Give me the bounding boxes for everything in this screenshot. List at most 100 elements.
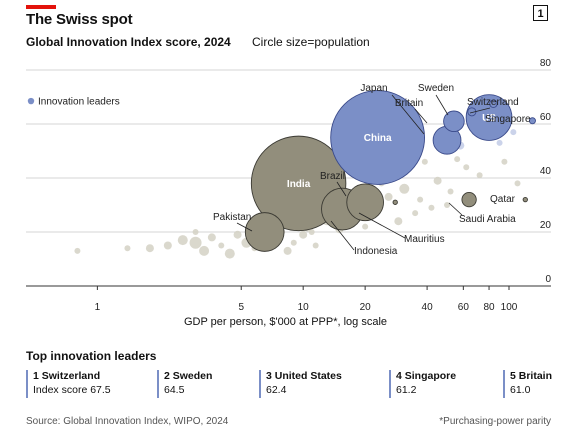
background-bubble bbox=[207, 233, 216, 242]
y-tick-label: 0 bbox=[545, 274, 551, 285]
background-bubble bbox=[447, 188, 454, 195]
x-tick-label: 20 bbox=[360, 302, 372, 313]
leader-item: 1 Switzerland Index score 67.5 bbox=[26, 370, 111, 398]
footnote: *Purchasing-power parity bbox=[439, 416, 551, 427]
label-leader-line bbox=[469, 107, 491, 114]
background-bubble bbox=[399, 183, 410, 194]
leader-rank-name: 3 United States bbox=[266, 370, 342, 382]
background-bubble bbox=[124, 245, 131, 252]
leader-score: 61.2 bbox=[396, 384, 417, 396]
country-label-switzerland: Switzerland bbox=[467, 97, 519, 108]
legend-dot bbox=[27, 97, 35, 105]
x-tick-label: 40 bbox=[422, 302, 434, 313]
background-bubble bbox=[433, 176, 442, 185]
bubble-brazil bbox=[346, 183, 384, 222]
background-bubble bbox=[514, 180, 521, 187]
background-bubble bbox=[218, 242, 225, 249]
brand-accent-bar bbox=[26, 5, 56, 9]
background-bubble bbox=[312, 242, 319, 249]
x-tick-label: 80 bbox=[483, 302, 495, 313]
country-label-saudi-arabia: Saudi Arabia bbox=[459, 214, 516, 225]
background-bubble bbox=[463, 164, 470, 171]
background-bubble bbox=[299, 230, 308, 239]
label-leader-line bbox=[391, 94, 425, 135]
y-tick-label: 40 bbox=[540, 166, 552, 177]
background-bubble bbox=[308, 229, 315, 235]
background-bubble bbox=[510, 129, 517, 136]
background-bubble bbox=[412, 210, 419, 217]
label-leader-line bbox=[414, 108, 428, 124]
country-label-mauritius: Mauritius bbox=[404, 234, 445, 245]
leader-rank-name: 4 Singapore bbox=[396, 370, 457, 382]
background-bubble bbox=[454, 156, 461, 163]
x-tick-label: 5 bbox=[238, 302, 244, 313]
leader-item: 4 Singapore 61.2 bbox=[389, 370, 456, 398]
bubble-singapore bbox=[528, 117, 536, 125]
label-leader-line bbox=[330, 220, 355, 251]
label-leader-line bbox=[236, 222, 253, 232]
background-bubble bbox=[189, 236, 202, 249]
bubble-label-us: US bbox=[482, 113, 496, 124]
bubble-pakistan bbox=[244, 212, 285, 252]
leader-score: 62.4 bbox=[266, 384, 287, 396]
leader-score: Index score 67.5 bbox=[33, 384, 111, 396]
label-leader-line bbox=[336, 181, 347, 197]
background-bubble bbox=[145, 244, 154, 253]
leader-rank-name: 2 Sweden bbox=[164, 370, 213, 382]
background-bubble bbox=[421, 158, 428, 165]
background-bubble bbox=[496, 139, 503, 146]
bubble-qatar bbox=[522, 196, 528, 203]
country-label-japan: Japan bbox=[360, 83, 387, 94]
background-bubble bbox=[290, 239, 297, 246]
top-leaders-title: Top innovation leaders bbox=[26, 349, 157, 363]
x-tick-label: 10 bbox=[298, 302, 310, 313]
label-leader-line bbox=[448, 202, 463, 216]
background-bubble bbox=[417, 196, 424, 203]
leader-rank-name: 5 Britain bbox=[510, 370, 553, 382]
leader-score: 64.5 bbox=[164, 384, 185, 396]
background-bubble bbox=[233, 230, 242, 239]
background-bubble bbox=[394, 217, 403, 226]
background-bubble bbox=[384, 192, 393, 201]
leader-item: 2 Sweden 64.5 bbox=[157, 370, 212, 398]
country-label-britain: Britain bbox=[395, 98, 423, 109]
chart-title: The Swiss spot bbox=[26, 11, 133, 28]
source-note: Source: Global Innovation Index, WIPO, 2… bbox=[26, 416, 229, 427]
country-label-pakistan: Pakistan bbox=[213, 212, 251, 223]
y-tick-label: 80 bbox=[540, 58, 552, 69]
background-bubble bbox=[501, 158, 508, 165]
leader-score: 61.0 bbox=[510, 384, 531, 396]
x-tick-label: 1 bbox=[95, 302, 101, 313]
y-tick-label: 20 bbox=[540, 220, 552, 231]
leader-item: 3 United States 62.4 bbox=[259, 370, 342, 398]
bubble-switzerland bbox=[489, 99, 498, 108]
bubble-britain bbox=[443, 110, 465, 133]
bubble-saudi-arabia bbox=[461, 191, 477, 208]
y-tick-label: 60 bbox=[540, 112, 552, 123]
bubble-mauritius bbox=[392, 199, 398, 205]
x-tick-label: 100 bbox=[501, 302, 518, 313]
bubble-label-india: India bbox=[287, 179, 311, 190]
leader-rank-name: 1 Switzerland bbox=[33, 370, 101, 382]
country-label-indonesia: Indonesia bbox=[354, 246, 398, 257]
x-tick-label: 60 bbox=[458, 302, 470, 313]
background-bubble bbox=[444, 202, 451, 208]
background-bubble bbox=[177, 235, 188, 246]
bubble-china bbox=[330, 90, 426, 185]
country-label-brazil: Brazil bbox=[320, 171, 345, 182]
chart-subtitle: Global Innovation Index score, 2024 bbox=[26, 35, 231, 49]
size-note: Circle size=population bbox=[252, 35, 370, 49]
background-bubble bbox=[192, 229, 199, 235]
leader-item: 5 Britain 61.0 bbox=[503, 370, 552, 398]
background-bubble bbox=[362, 223, 369, 230]
background-bubble bbox=[428, 204, 435, 211]
country-label-sweden: Sweden bbox=[418, 83, 454, 94]
legend-label: Innovation leaders bbox=[38, 97, 120, 108]
background-bubble bbox=[224, 248, 235, 259]
background-bubble bbox=[199, 245, 210, 256]
scatter-plot: 0 20 40 60 80 1 5 10 20 40 60 80 100 Innovation leade… bbox=[26, 58, 552, 313]
background-bubble bbox=[163, 241, 172, 250]
x-axis-label: GDP per person, $'000 at PPP*, log scale bbox=[183, 316, 388, 328]
background-bubble bbox=[476, 172, 483, 179]
chart-number-badge: 1 bbox=[533, 5, 548, 21]
